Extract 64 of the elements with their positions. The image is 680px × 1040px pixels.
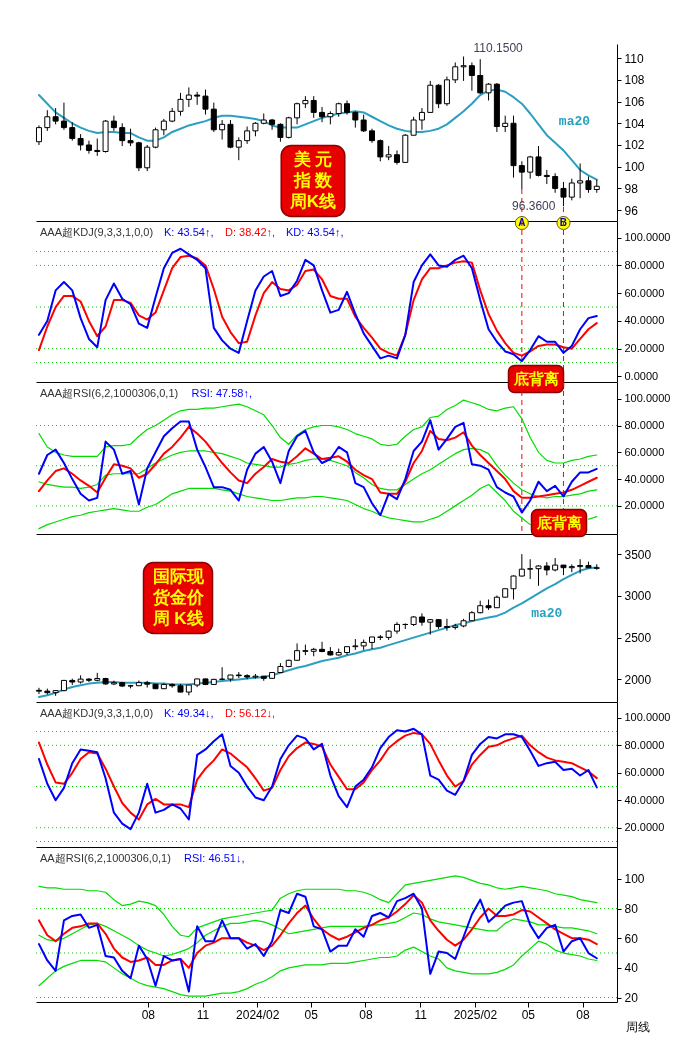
text: D: 38.42↑, [224,226,276,238]
ref-line-label: A [518,217,526,228]
y-tick-label: 100.0000 [624,392,671,405]
series-label: K: 43.54↑, [163,226,214,238]
y-tick-label: 60.0000 [624,286,665,299]
x-tick-label: 05 [521,1007,536,1022]
annotation: 110.1500 [473,41,524,56]
x-tick-label: 2025/02 [453,1007,498,1022]
x-tick-label: 08 [359,1007,373,1022]
y-tick-label: 80 [624,902,639,917]
chart-title: AAA超RSI(6,2,1000306,0,1) [40,387,179,399]
x-tick-label: 08 [141,1007,156,1022]
y-tick-label: 20.0000 [624,821,665,834]
y-tick-label: 40.0000 [624,793,665,806]
ref-line-label: B [559,217,568,228]
y-tick-label: 3000 [624,589,652,604]
annotation: 底背离 [512,370,559,387]
y-tick-label: 106 [624,95,645,110]
y-tick-label: 96 [624,203,639,218]
x-tick-label: 08 [576,1007,590,1022]
x-tick-label: 11 [414,1007,428,1022]
y-tick-label: 102 [624,138,645,153]
y-tick-label: 98 [624,181,639,196]
x-tick-label: 2024/02 [236,1007,280,1022]
y-tick-label: 40 [624,961,639,976]
chart-title: AAA超KDJ(9,3,3,1,0,0) [40,226,154,238]
x-axis-title: 周线 [625,1019,650,1034]
series-label: ma20 [531,606,563,622]
y-tick-label: 2000 [624,672,652,687]
y-tick-label: 80.0000 [624,419,665,432]
text: RSI: 46.51↓, [183,852,245,864]
y-tick-label: 100 [624,872,645,887]
text: 美 元指 数周K线 [288,150,337,211]
text: RSI: 47.58↑, [191,387,252,399]
x-tick-label: 11 [196,1007,210,1022]
y-tick-label: 20.0000 [624,499,665,512]
y-tick-label: 60 [624,931,639,946]
y-tick-label: 80.0000 [624,738,665,751]
annotation: KD: 43.54↑, [285,226,344,238]
text: D: 56.12↓, [224,707,276,719]
y-tick-label: 100.0000 [624,711,671,724]
y-tick-label: 104 [624,116,645,131]
y-tick-label: 0.0000 [624,369,659,382]
chart-title: AAA超KDJ(9,3,3,1,0,0) [40,707,154,719]
text: 国际现货金价周 K线 [151,567,205,628]
y-tick-label: 3500 [624,547,652,562]
y-tick-label: 20 [624,991,639,1006]
series-label: ma20 [558,114,591,130]
y-tick-label: 100 [624,160,645,175]
y-tick-label: 100.0000 [624,231,671,244]
x-tick-label: 05 [304,1007,319,1022]
series-label: K: 49.34↓, [163,707,214,719]
y-tick-label: 110 [624,51,644,66]
annotation: 96.3600 [512,199,556,214]
y-tick-label: 20.0000 [624,342,665,355]
y-tick-label: 40.0000 [624,314,665,327]
chart-title: AA超RSI(6,2,1000306,0,1) [40,852,171,864]
y-tick-label: 2500 [624,631,652,646]
y-tick-label: 40.0000 [624,472,665,485]
y-tick-label: 60.0000 [624,445,665,458]
annotation: 底背离 [535,514,582,531]
y-tick-label: 108 [624,73,645,88]
y-tick-label: 60.0000 [624,766,665,779]
y-tick-label: 80.0000 [624,258,665,271]
